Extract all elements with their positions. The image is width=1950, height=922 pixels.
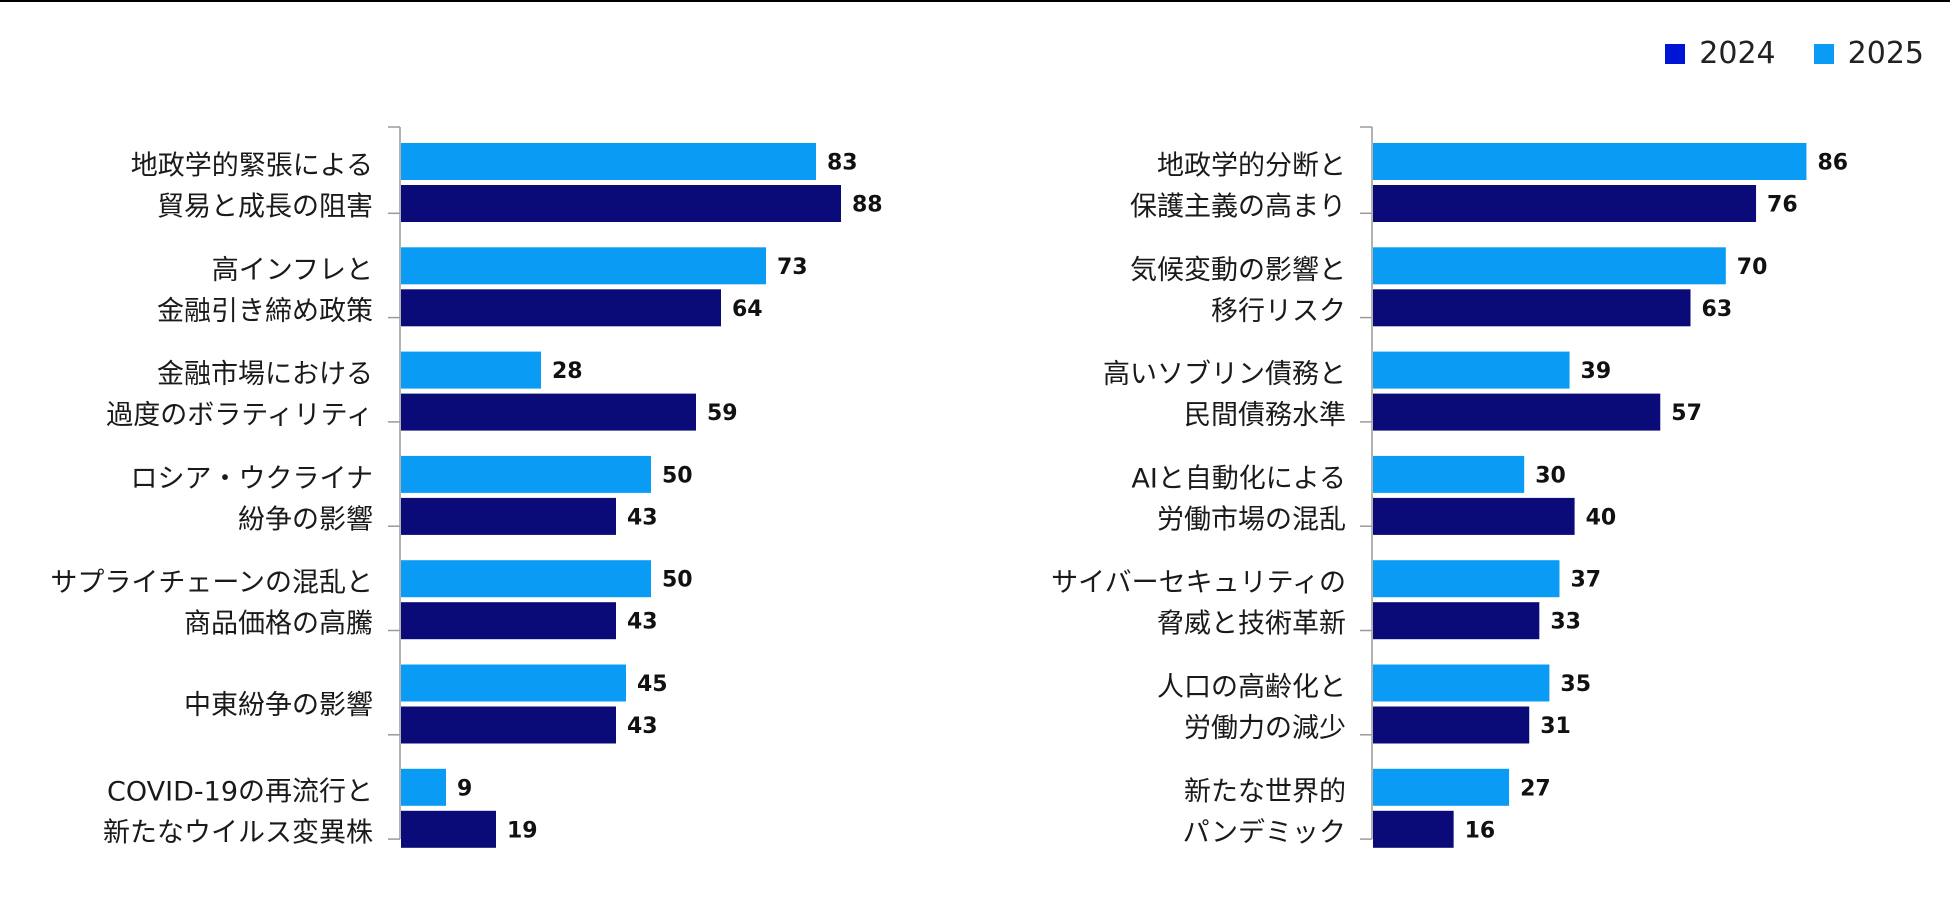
left-category-label-line2: 貿易と成長の阻害	[157, 192, 373, 223]
right-bar-2024	[1373, 497, 1575, 535]
right-value-label-2025: 37	[1570, 568, 1601, 593]
left-bar-2024	[401, 393, 696, 431]
left-category-label: 中東紛争の影響	[184, 690, 373, 721]
right-category-label-line1: 地政学的分断と	[1157, 151, 1346, 182]
right-value-label-2024: 57	[1671, 401, 1702, 426]
left-bar-2025	[401, 247, 766, 285]
legend-label-2025: 2025	[1847, 36, 1924, 71]
left-category-label-line1: 高インフレと	[212, 255, 373, 286]
legend-swatch-2025	[1813, 43, 1834, 64]
left-category-label-line1: サプライチェーンの混乱と	[50, 568, 373, 599]
legend-label-2024: 2024	[1699, 36, 1776, 71]
right-bar-2024	[1373, 185, 1757, 222]
right-value-label-2025: 30	[1535, 463, 1566, 488]
right-bar-2025	[1373, 768, 1510, 806]
right-value-label-2024: 63	[1702, 297, 1733, 322]
left-bar-2025	[401, 560, 651, 598]
legend-item-2024: 2024	[1665, 36, 1776, 71]
right-value-label-2025: 27	[1520, 776, 1551, 801]
left-category-label-line2: 過度のボラティリティ	[106, 400, 373, 431]
right-category-label-line1: 気候変動の影響と	[1130, 255, 1346, 286]
legend: 2024 2025	[1627, 36, 1924, 71]
right-category-label-line2: 移行リスク	[1211, 296, 1346, 327]
left-bar-2024	[401, 602, 616, 640]
left-bar-2024	[401, 185, 841, 222]
left-category-label-line2: 金融引き締め政策	[157, 296, 373, 327]
right-category-label-line1: 高いソブリン債務と	[1103, 359, 1346, 390]
right-bar-2024	[1373, 393, 1661, 431]
right-value-label-2025: 86	[1817, 151, 1848, 176]
right-bar-2024	[1373, 706, 1530, 744]
left-category-label-line2: 紛争の影響	[238, 504, 373, 535]
right-bar-2025	[1373, 560, 1560, 598]
right-bar-2024	[1373, 602, 1540, 640]
left-bar-2025	[401, 664, 626, 702]
right-category-label-line2: 民間債務水準	[1184, 400, 1346, 431]
left-category-label-line2: 新たなウイルス変異株	[103, 817, 373, 848]
legend-item-2025: 2025	[1813, 36, 1924, 71]
right-bar-2025	[1373, 455, 1525, 493]
left-bar-2024	[401, 497, 616, 535]
right-category-label-line1: AIと自動化による	[1131, 463, 1346, 494]
left-category-label-line1: 金融市場における	[157, 359, 373, 390]
right-bar-2024	[1373, 289, 1691, 327]
left-bar-2024	[401, 810, 496, 848]
left-bar-2025	[401, 143, 816, 180]
right-value-label-2024: 16	[1465, 818, 1496, 843]
left-value-label-2024: 43	[627, 610, 658, 635]
legend-swatch-2024	[1665, 43, 1686, 64]
left-bar-2024	[401, 706, 616, 744]
right-value-label-2025: 39	[1581, 359, 1612, 384]
left-category-label-line1: 地政学的緊張による	[131, 151, 373, 182]
right-category-label-line1: サイバーセキュリティの	[1051, 568, 1346, 599]
left-value-label-2025: 83	[827, 151, 858, 176]
left-category-label-line1: ロシア・ウクライナ	[131, 463, 373, 494]
left-value-label-2025: 50	[662, 463, 693, 488]
left-value-label-2024: 43	[627, 505, 658, 530]
right-value-label-2025: 70	[1737, 255, 1768, 280]
right-category-label-line2: 脅威と技術革新	[1157, 609, 1346, 640]
left-value-label-2025: 45	[637, 672, 668, 697]
right-category-label-line2: パンデミック	[1183, 817, 1346, 848]
left-bar-2024	[401, 289, 721, 327]
left-bar-2025	[401, 455, 651, 493]
left-value-label-2024: 43	[627, 714, 658, 739]
right-category-label-line1: 人口の高齢化と	[1157, 672, 1346, 703]
right-bar-2024	[1373, 810, 1454, 848]
left-bar-2025	[401, 768, 446, 806]
left-value-label-2025: 73	[777, 255, 808, 280]
right-bar-2025	[1373, 247, 1726, 285]
right-value-label-2024: 31	[1540, 714, 1571, 739]
right-category-label-line2: 保護主義の高まり	[1130, 192, 1346, 223]
right-value-label-2025: 35	[1560, 672, 1591, 697]
right-category-label-line2: 労働力の減少	[1184, 713, 1346, 744]
right-category-label-line1: 新たな世界的	[1184, 776, 1346, 807]
left-value-label-2024: 88	[852, 193, 883, 218]
right-value-label-2024: 40	[1586, 505, 1617, 530]
right-bar-2025	[1373, 143, 1807, 180]
left-category-label-line1: COVID-19の再流行と	[107, 776, 373, 807]
top-rule	[0, 0, 1950, 2]
left-bar-2025	[401, 351, 541, 389]
left-value-label-2024: 59	[707, 401, 738, 426]
right-value-label-2024: 76	[1767, 193, 1798, 218]
right-bar-2025	[1373, 664, 1550, 702]
left-value-label-2025: 50	[662, 568, 693, 593]
left-category-label-line2: 商品価格の高騰	[184, 609, 373, 640]
right-category-label-line2: 労働市場の混乱	[1157, 504, 1346, 535]
left-value-label-2024: 64	[732, 297, 763, 322]
left-value-label-2024: 19	[507, 818, 538, 843]
right-bar-2025	[1373, 351, 1570, 389]
left-value-label-2025: 28	[552, 359, 583, 384]
right-value-label-2024: 33	[1550, 610, 1581, 635]
left-value-label-2025: 9	[457, 776, 472, 801]
